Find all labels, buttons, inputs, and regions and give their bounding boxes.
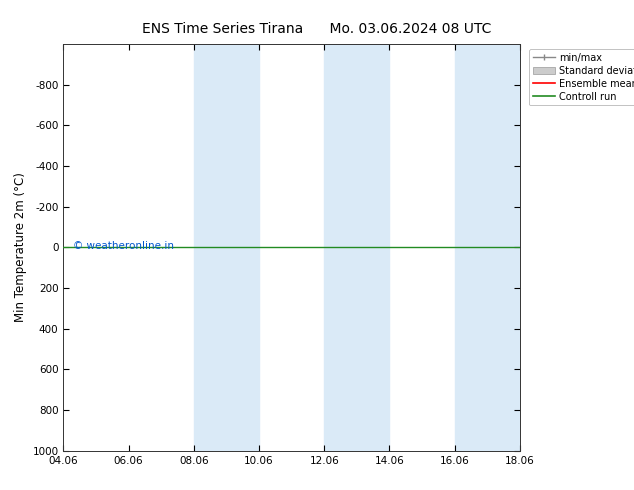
Legend: min/max, Standard deviation, Ensemble mean run, Controll run: min/max, Standard deviation, Ensemble me… xyxy=(529,49,634,105)
Bar xyxy=(324,44,389,451)
Y-axis label: Min Temperature 2m (°C): Min Temperature 2m (°C) xyxy=(14,172,27,322)
Bar xyxy=(455,44,520,451)
Text: © weatheronline.in: © weatheronline.in xyxy=(72,242,174,251)
Bar xyxy=(194,44,259,451)
Text: ENS Time Series Tirana      Mo. 03.06.2024 08 UTC: ENS Time Series Tirana Mo. 03.06.2024 08… xyxy=(142,22,492,36)
